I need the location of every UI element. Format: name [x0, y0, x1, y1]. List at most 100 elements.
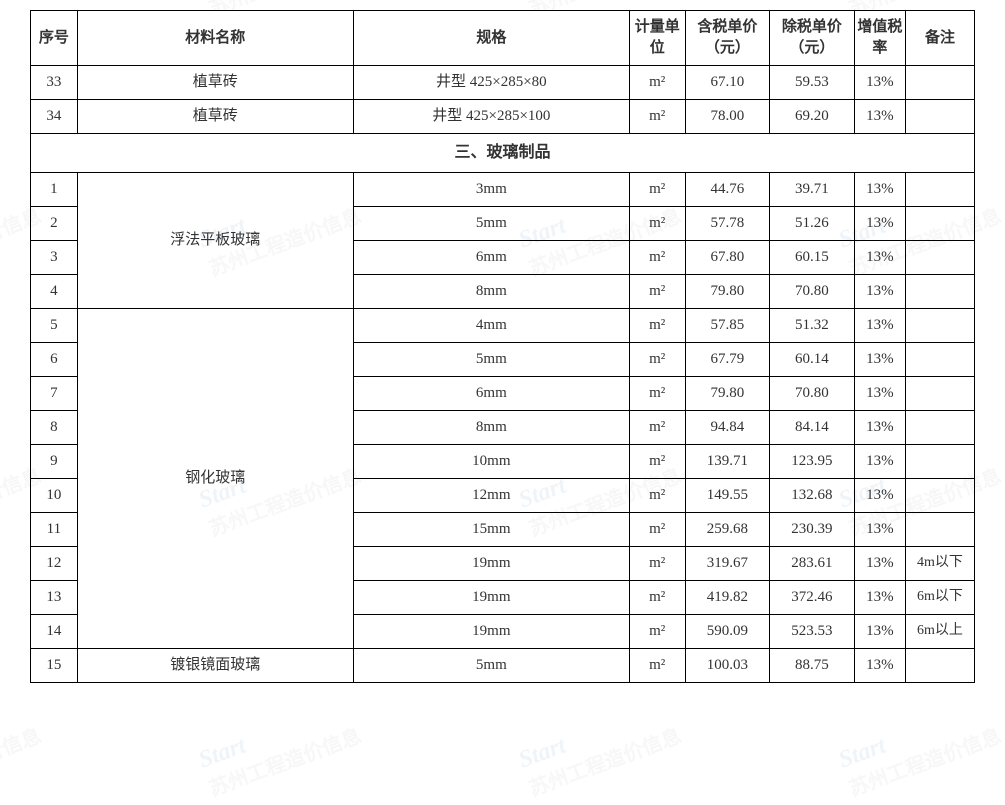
section-header-cell: 三、玻璃制品 [31, 134, 975, 173]
cell-price-incl: 44.76 [685, 173, 770, 207]
cell-tax: 13% [854, 411, 905, 445]
cell-price-excl: 523.53 [770, 615, 855, 649]
cell-seq: 13 [31, 581, 78, 615]
cell-tax: 13% [854, 173, 905, 207]
table-row: 5钢化玻璃4mmm²57.8551.3213% [31, 309, 975, 343]
cell-remark [905, 275, 974, 309]
cell-remark [905, 411, 974, 445]
cell-spec: 19mm [353, 547, 629, 581]
cell-unit: m² [629, 173, 685, 207]
cell-price-incl: 67.10 [685, 66, 770, 100]
cell-seq: 7 [31, 377, 78, 411]
section-header-row: 三、玻璃制品 [31, 134, 975, 173]
cell-price-excl: 60.15 [770, 241, 855, 275]
cell-seq: 14 [31, 615, 78, 649]
cell-unit: m² [629, 445, 685, 479]
table-row: 15镀银镜面玻璃5mmm²100.0388.7513% [31, 649, 975, 683]
cell-price-incl: 319.67 [685, 547, 770, 581]
col-header-spec: 规格 [353, 11, 629, 66]
cell-tax: 13% [854, 479, 905, 513]
cell-unit: m² [629, 100, 685, 134]
cell-tax: 13% [854, 615, 905, 649]
cell-material-name: 镀银镜面玻璃 [77, 649, 353, 683]
cell-unit: m² [629, 241, 685, 275]
cell-spec: 8mm [353, 411, 629, 445]
table-body: 33植草砖井型 425×285×80m²67.1059.5313%34植草砖井型… [31, 66, 975, 683]
cell-unit: m² [629, 275, 685, 309]
table-row: 33植草砖井型 425×285×80m²67.1059.5313% [31, 66, 975, 100]
cell-price-excl: 51.32 [770, 309, 855, 343]
cell-seq: 8 [31, 411, 78, 445]
cell-unit: m² [629, 343, 685, 377]
cell-tax: 13% [854, 649, 905, 683]
cell-tax: 13% [854, 547, 905, 581]
cell-price-excl: 84.14 [770, 411, 855, 445]
cell-remark [905, 445, 974, 479]
cell-unit: m² [629, 581, 685, 615]
cell-price-excl: 123.95 [770, 445, 855, 479]
cell-tax: 13% [854, 309, 905, 343]
cell-seq: 11 [31, 513, 78, 547]
cell-remark [905, 479, 974, 513]
cell-tax: 13% [854, 581, 905, 615]
watermark-stamp: Start苏州工程造价信息 [835, 694, 1005, 801]
cell-spec: 6mm [353, 377, 629, 411]
cell-material-name: 钢化玻璃 [77, 309, 353, 649]
watermark-stamp: Start苏州工程造价信息 [195, 694, 365, 801]
cell-price-incl: 94.84 [685, 411, 770, 445]
cell-tax: 13% [854, 445, 905, 479]
cell-unit: m² [629, 615, 685, 649]
cell-unit: m² [629, 649, 685, 683]
cell-price-incl: 67.79 [685, 343, 770, 377]
cell-unit: m² [629, 547, 685, 581]
cell-seq: 6 [31, 343, 78, 377]
cell-unit: m² [629, 479, 685, 513]
cell-price-excl: 70.80 [770, 377, 855, 411]
watermark-stamp: Start苏州工程造价信息 [0, 694, 45, 801]
cell-spec: 5mm [353, 649, 629, 683]
col-header-price-excl: 除税单价（元） [770, 11, 855, 66]
cell-tax: 13% [854, 207, 905, 241]
watermark-stamp: Start苏州工程造价信息 [515, 694, 685, 801]
cell-remark [905, 100, 974, 134]
cell-seq: 9 [31, 445, 78, 479]
cell-seq: 15 [31, 649, 78, 683]
cell-spec: 12mm [353, 479, 629, 513]
cell-price-incl: 149.55 [685, 479, 770, 513]
cell-spec: 19mm [353, 615, 629, 649]
cell-material-name: 浮法平板玻璃 [77, 173, 353, 309]
cell-price-incl: 590.09 [685, 615, 770, 649]
cell-remark [905, 241, 974, 275]
cell-unit: m² [629, 377, 685, 411]
cell-price-excl: 283.61 [770, 547, 855, 581]
cell-seq: 33 [31, 66, 78, 100]
materials-price-table: 序号 材料名称 规格 计量单位 含税单价（元） 除税单价（元） 增值税率 备注 … [30, 10, 975, 683]
cell-tax: 13% [854, 66, 905, 100]
cell-unit: m² [629, 411, 685, 445]
cell-spec: 19mm [353, 581, 629, 615]
cell-spec: 3mm [353, 173, 629, 207]
cell-remark [905, 173, 974, 207]
cell-spec: 10mm [353, 445, 629, 479]
cell-spec: 15mm [353, 513, 629, 547]
cell-unit: m² [629, 309, 685, 343]
table-row: 34植草砖井型 425×285×100m²78.0069.2013% [31, 100, 975, 134]
cell-spec: 井型 425×285×100 [353, 100, 629, 134]
cell-price-incl: 259.68 [685, 513, 770, 547]
cell-spec: 4mm [353, 309, 629, 343]
cell-material-name: 植草砖 [77, 100, 353, 134]
cell-price-incl: 419.82 [685, 581, 770, 615]
cell-remark [905, 377, 974, 411]
cell-price-excl: 39.71 [770, 173, 855, 207]
cell-price-incl: 139.71 [685, 445, 770, 479]
cell-remark [905, 66, 974, 100]
cell-spec: 5mm [353, 207, 629, 241]
cell-seq: 3 [31, 241, 78, 275]
cell-tax: 13% [854, 343, 905, 377]
cell-unit: m² [629, 513, 685, 547]
cell-price-excl: 88.75 [770, 649, 855, 683]
cell-remark [905, 309, 974, 343]
col-header-seq: 序号 [31, 11, 78, 66]
cell-spec: 6mm [353, 241, 629, 275]
cell-tax: 13% [854, 241, 905, 275]
